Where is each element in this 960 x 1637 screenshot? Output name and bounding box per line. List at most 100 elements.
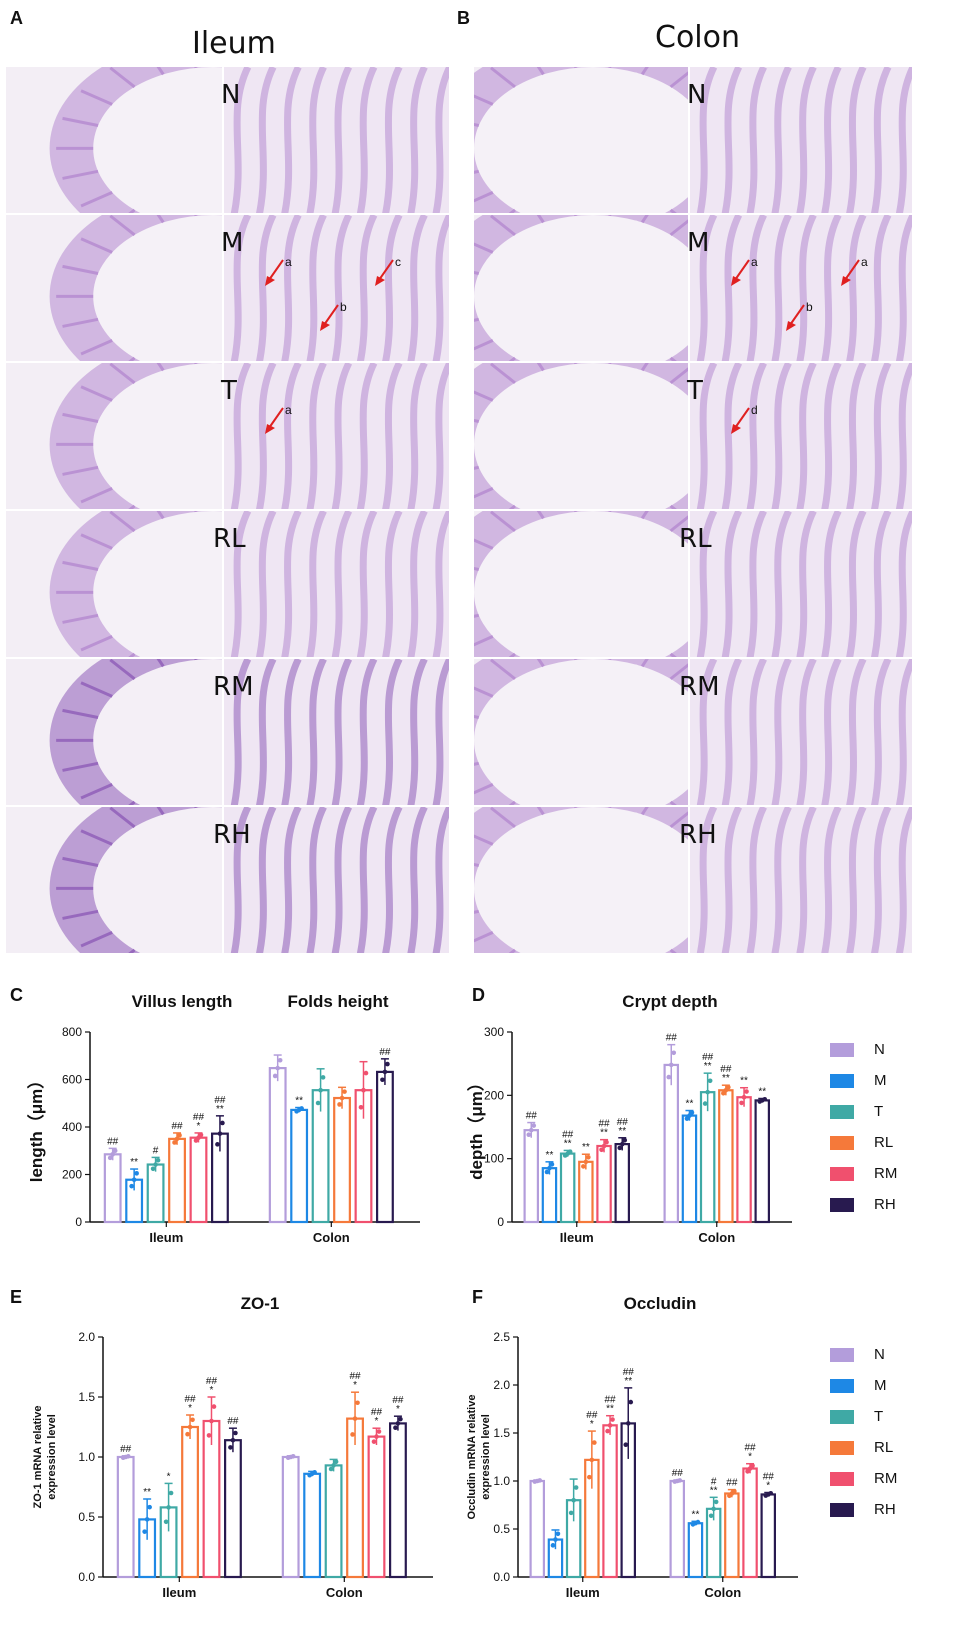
significance-label: * xyxy=(766,1481,770,1492)
bar-m-ileum xyxy=(541,1167,558,1224)
data-point xyxy=(155,1157,161,1163)
data-point xyxy=(571,1497,576,1503)
legend-item-rh: RH xyxy=(830,1195,940,1215)
micrograph-detail-rh xyxy=(223,806,450,954)
significance-label: ## xyxy=(666,1033,678,1044)
significance-label: ## xyxy=(586,1410,598,1421)
micrograph-detail-n xyxy=(223,66,450,214)
y-tick-label: 300 xyxy=(484,1025,504,1039)
data-point xyxy=(398,1416,403,1422)
tissue-section-t xyxy=(474,363,688,509)
bar-rl-ileum xyxy=(578,1160,594,1224)
legend-label: RL xyxy=(874,1439,894,1456)
legend-swatch xyxy=(830,1105,854,1119)
legend-item-m: M xyxy=(830,1071,940,1091)
significance-label: ## xyxy=(598,1119,610,1130)
data-point xyxy=(739,1100,744,1106)
data-point xyxy=(361,1087,366,1093)
bar-rm-ileum xyxy=(602,1424,618,1579)
bar-rl-ileum xyxy=(181,1425,199,1579)
data-point xyxy=(587,1474,592,1480)
data-point xyxy=(350,1432,355,1437)
x-category-label: Ileum xyxy=(162,1585,196,1600)
data-point xyxy=(721,1091,726,1096)
bar-t-colon xyxy=(324,1464,343,1579)
chart-title: Crypt depth xyxy=(622,992,717,1011)
data-point xyxy=(382,1069,388,1075)
micrograph-detail-rl xyxy=(689,510,913,658)
significance-label: * xyxy=(748,1452,752,1463)
data-point xyxy=(622,1138,628,1143)
micrograph-detail-rh xyxy=(689,806,913,954)
data-point xyxy=(625,1421,631,1426)
y-axis-label: ZO-1 mRNA relative expression level xyxy=(32,1406,58,1509)
x-category-label: Colon xyxy=(704,1585,741,1600)
data-point xyxy=(217,1131,223,1136)
data-point xyxy=(601,1143,607,1149)
group-label-n: N xyxy=(687,80,707,110)
data-point xyxy=(153,1162,158,1167)
legend-swatch xyxy=(830,1074,854,1088)
significance-label: ## xyxy=(120,1444,132,1455)
data-point xyxy=(531,1123,537,1128)
data-point xyxy=(376,1429,382,1434)
data-point xyxy=(537,1478,543,1483)
legend-label: N xyxy=(874,1346,885,1363)
data-point xyxy=(671,1050,677,1056)
data-point xyxy=(723,1087,729,1093)
panel-letter-c: C xyxy=(10,985,23,1005)
x-category-label: Ileum xyxy=(560,1230,594,1245)
significance-label: * xyxy=(590,1419,594,1430)
significance-label: * xyxy=(396,1404,400,1415)
bar-rl-colon xyxy=(718,1089,734,1224)
data-point xyxy=(544,1169,550,1175)
legend-label: M xyxy=(874,1377,887,1394)
data-point xyxy=(352,1416,358,1421)
x-category-label: Ileum xyxy=(566,1585,600,1600)
data-point xyxy=(762,1096,768,1102)
y-tick-label: 0.5 xyxy=(493,1522,510,1536)
significance-label: ## xyxy=(184,1394,196,1405)
significance-label: ** xyxy=(130,1157,138,1168)
y-tick-label: 2.0 xyxy=(493,1378,510,1392)
bar-rl-ileum xyxy=(168,1137,186,1224)
bar-t-ileum xyxy=(146,1163,165,1224)
tissue-section-rl xyxy=(474,511,688,657)
significance-label: ** xyxy=(295,1096,303,1107)
significance-label: ## xyxy=(193,1112,205,1123)
bar-rm-colon xyxy=(736,1096,752,1224)
legend-item-n: N xyxy=(830,1345,940,1365)
micrograph-overview-rl xyxy=(5,510,223,658)
data-point xyxy=(573,1485,579,1490)
legend-swatch xyxy=(830,1410,854,1424)
y-axis-label: length（μm） xyxy=(26,1072,46,1183)
bar-rl-colon xyxy=(724,1492,740,1579)
micrograph-overview-rm xyxy=(5,658,223,806)
significance-label: ** xyxy=(546,1150,554,1161)
data-point xyxy=(187,1424,193,1430)
bar-rm-ileum xyxy=(596,1144,612,1224)
data-point xyxy=(320,1075,326,1080)
bar-m-colon xyxy=(290,1108,309,1224)
data-point xyxy=(586,1154,591,1160)
tissue-section-n xyxy=(474,67,688,213)
data-point xyxy=(290,1453,296,1459)
data-point xyxy=(312,1470,317,1475)
tissue-section-rl xyxy=(49,511,222,657)
data-point xyxy=(385,1061,390,1067)
data-point xyxy=(592,1440,597,1445)
bar-n-ileum xyxy=(116,1455,135,1579)
legend-swatch xyxy=(830,1198,854,1212)
data-point xyxy=(177,1133,182,1138)
group-label-m: M xyxy=(221,228,244,258)
data-point xyxy=(599,1147,604,1153)
significance-label: ** xyxy=(710,1485,718,1496)
x-category-label: Colon xyxy=(698,1230,735,1245)
data-point xyxy=(144,1517,150,1522)
legend-item-rm: RM xyxy=(830,1164,940,1184)
significance-label: ## xyxy=(214,1095,226,1106)
data-point xyxy=(110,1152,115,1157)
chart-title: ZO-1 xyxy=(241,1294,280,1313)
significance-label: ** xyxy=(740,1076,748,1087)
